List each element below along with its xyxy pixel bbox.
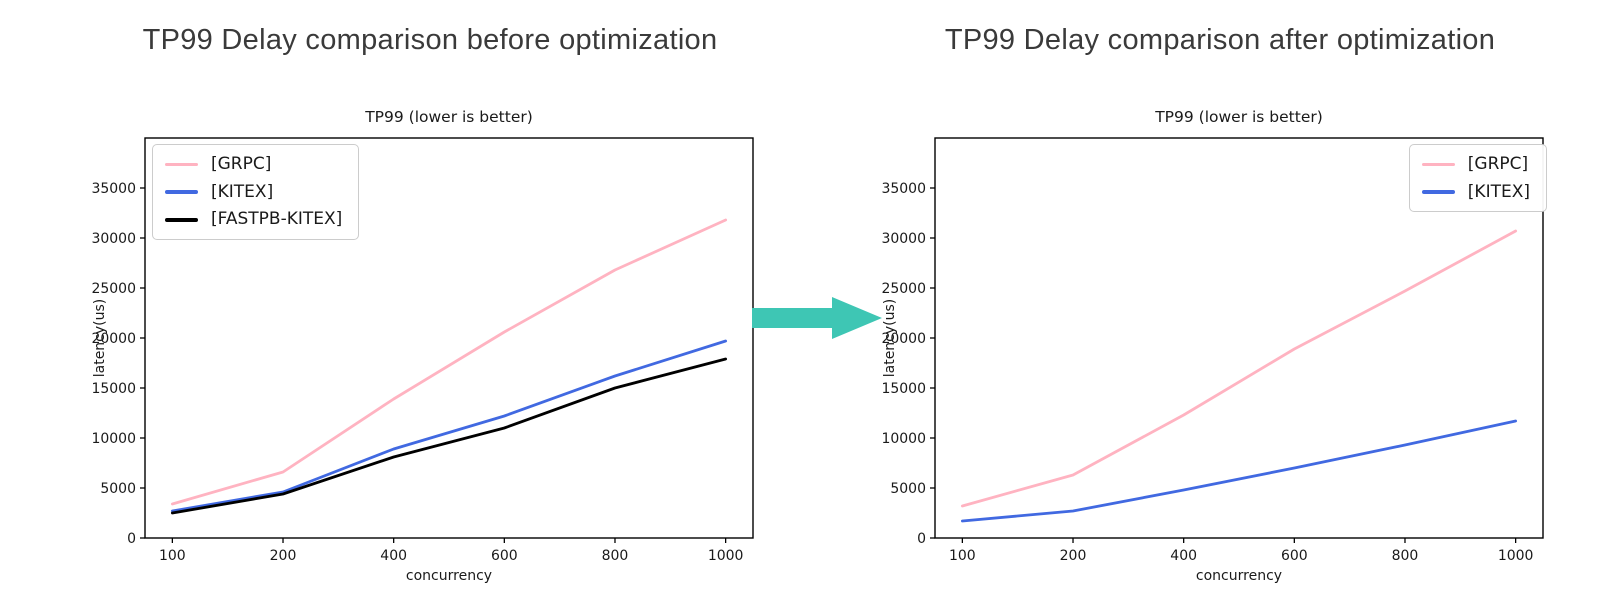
y-axis-label: latency(us) [92, 299, 108, 378]
y-tick-label: 35000 [91, 181, 136, 197]
y-tick-label: 0 [127, 531, 136, 547]
x-tick-label: 600 [1281, 548, 1308, 564]
y-tick-label: 30000 [91, 231, 136, 247]
series-line-fastpb-kitex [170, 357, 728, 515]
chart-canvas-after: TP99 (lower is better) 0 5000 10000 15000 200… [881, 108, 1544, 584]
y-tick-label: 25000 [91, 281, 136, 297]
x-tick-label: 200 [270, 548, 297, 564]
y-tick-label: 5000 [890, 481, 926, 497]
x-axis-label: concurrency [1196, 568, 1282, 584]
legend-line-swatch [1421, 190, 1455, 194]
x-tick-label: 100 [159, 548, 186, 564]
y-tick-label: 35000 [881, 181, 926, 197]
line-chart-before: TP99 (lower is better) 0 5000 10000 15000 200… [90, 100, 770, 600]
legend-label: [KITEX] [1467, 181, 1530, 202]
y-tick-label: 25000 [881, 281, 926, 297]
chart-heading-before: TP99 Delay comparison before optimizatio… [142, 24, 718, 56]
series-line-grpc [960, 229, 1518, 508]
x-tick-label: 1000 [1498, 548, 1534, 564]
x-tick-label: 1000 [708, 548, 744, 564]
y-axis-label: latency(us) [882, 299, 898, 378]
legend-label: [GRPC] [211, 154, 272, 174]
y-tick-label: 0 [917, 531, 926, 547]
legend-entry: [GRPC] [165, 155, 342, 174]
legend-line-swatch [165, 190, 198, 194]
y-tick-label: 10000 [91, 431, 136, 447]
line-chart-after: TP99 (lower is better) 0 5000 10000 15000 200… [880, 100, 1560, 600]
legend-entry: [KITEX] [165, 181, 342, 202]
legend-after: [GRPC] [KITEX] [1408, 144, 1547, 213]
y-tick-label: 30000 [881, 231, 926, 247]
chart-canvas-before: TP99 (lower is better) 0 5000 10000 15000 200… [91, 108, 754, 584]
series-line-kitex [960, 419, 1518, 523]
y-tick-label: 5000 [100, 481, 136, 497]
legend-label: [KITEX] [211, 181, 274, 202]
x-tick-label: 200 [1060, 548, 1087, 564]
legend-label: [FASTPB-KITEX] [211, 209, 343, 230]
y-tick-label: 15000 [91, 381, 136, 397]
y-tick-label: 10000 [881, 431, 926, 447]
x-axis-label: concurrency [406, 568, 492, 584]
legend-entry: [KITEX] [1421, 181, 1530, 202]
series-line-grpc [170, 218, 728, 506]
right-arrow-icon [752, 295, 884, 341]
legend-line-swatch [1421, 162, 1455, 167]
y-tick-label: 20000 [881, 331, 926, 347]
x-tick-label: 800 [1392, 548, 1419, 564]
legend-entry: [FASTPB-KITEX] [165, 210, 342, 229]
x-tick-label: 400 [1170, 548, 1197, 564]
chart-title: TP99 (lower is better) [364, 108, 533, 126]
x-tick-label: 100 [949, 548, 976, 564]
legend-line-swatch [165, 217, 198, 222]
x-tick-label: 400 [380, 548, 407, 564]
legend-before: [GRPC] [KITEX] [FASTPB-KITEX] [152, 144, 360, 241]
x-tick-label: 600 [491, 548, 518, 564]
right-arrow-svg [752, 297, 882, 339]
y-tick-label: 15000 [881, 381, 926, 397]
chart-title: TP99 (lower is better) [1154, 108, 1323, 126]
legend-entry: [GRPC] [1421, 154, 1530, 174]
series-line-kitex [170, 339, 728, 513]
x-tick-label: 800 [602, 548, 629, 564]
y-tick-label: 20000 [91, 331, 136, 347]
legend-line-swatch [165, 162, 198, 167]
chart-heading-after: TP99 Delay comparison after optimization [944, 24, 1496, 56]
legend-label: [GRPC] [1467, 154, 1529, 174]
